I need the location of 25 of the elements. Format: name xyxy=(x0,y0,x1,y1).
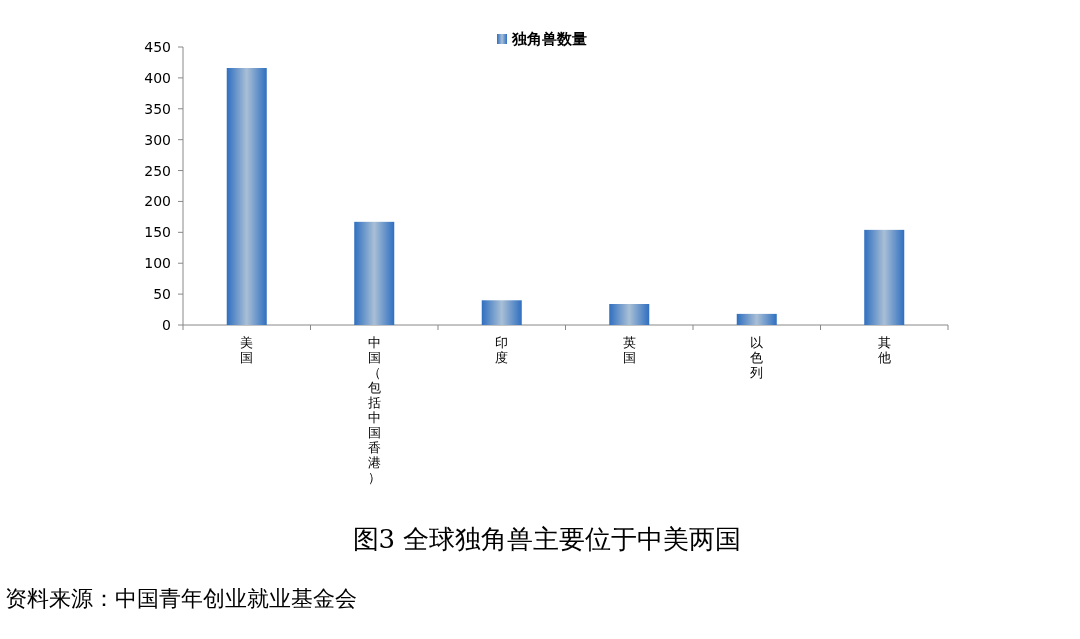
bar xyxy=(736,313,777,325)
bar xyxy=(354,221,395,325)
text: 资料来源：中国青年创业就业基金会 xyxy=(5,586,357,611)
y-tick-label: 450 xyxy=(144,39,171,55)
y-tick-label: 250 xyxy=(144,162,171,179)
x-tick-label: 以色列 xyxy=(750,335,764,380)
y-tick-label: 50 xyxy=(153,286,171,303)
y-tick-label: 0 xyxy=(162,317,171,333)
bar xyxy=(864,229,905,325)
bar xyxy=(481,300,522,325)
y-tick-label: 200 xyxy=(144,193,171,210)
x-tick-label: 美国 xyxy=(240,335,254,365)
bar xyxy=(226,68,267,325)
y-tick-label: 100 xyxy=(144,255,171,272)
x-tick-label: 其他 xyxy=(877,335,891,365)
bar xyxy=(609,304,650,325)
y-tick-label: 400 xyxy=(144,69,171,86)
x-tick-label: 印度 xyxy=(495,335,509,365)
y-tick-label: 150 xyxy=(144,224,171,241)
y-tick-label: 350 xyxy=(144,100,171,117)
legend-label: 独角兽数量 xyxy=(511,30,587,48)
text: 图3 全球独角兽主要位于中美两国 xyxy=(352,524,742,554)
category-label: 中国（包括中国香港） xyxy=(367,335,381,485)
y-tick-label: 300 xyxy=(144,131,171,148)
x-tick-label: 英国 xyxy=(622,335,636,365)
